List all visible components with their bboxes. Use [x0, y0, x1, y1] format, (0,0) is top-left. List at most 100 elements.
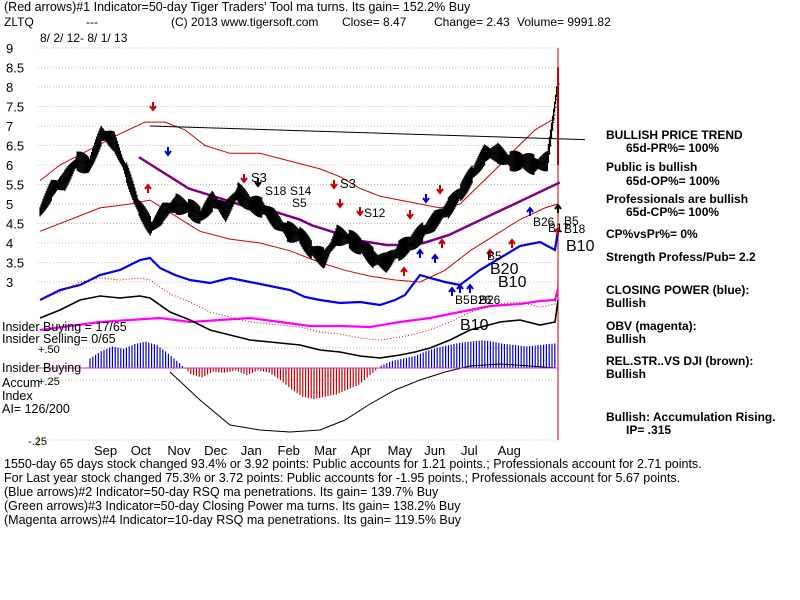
- red-up-arrow: [508, 238, 516, 248]
- red-up-arrow: [400, 266, 408, 276]
- obv-label: OBV (magenta):: [606, 319, 697, 333]
- blue-up-arrow: [456, 283, 464, 293]
- x-tick-label: May: [388, 443, 413, 458]
- signal-b17: B17: [548, 221, 570, 235]
- upper-band: [39, 117, 556, 209]
- rel-str-label: REL.STR..VS DJI (brown):: [606, 354, 754, 368]
- bullish-price-trend: BULLISH PRICE TREND: [606, 128, 743, 142]
- y-tick-label: 7: [6, 119, 13, 134]
- signal-b5: B5: [564, 214, 579, 228]
- blue-up-arrow: [448, 286, 456, 296]
- x-tick-label: Jan: [241, 443, 262, 458]
- blue-up-arrow: [416, 248, 424, 258]
- signal-b10b: B10: [498, 274, 527, 291]
- op-percent: 65d-OP%= 100%: [626, 174, 720, 188]
- black-up-arrow: [554, 203, 562, 213]
- y-tick-label: 7.5: [6, 100, 24, 115]
- ip-value: IP= .315: [626, 423, 672, 437]
- minus25-label: -.25: [28, 436, 47, 448]
- accumulation-index-bars: [89, 340, 557, 433]
- closing-power-label: CLOSING POWER (blue):: [606, 283, 750, 297]
- signal-s14: S14: [290, 184, 312, 198]
- x-tick-label: Aug: [498, 443, 521, 458]
- x-axis-ticks: Sep Oct Nov Dec Jan Feb Mar Apr May Jun Jul Aug: [94, 443, 521, 458]
- close-value: Close= 8.47: [342, 15, 407, 29]
- signal-b10: B10: [566, 238, 595, 255]
- y-tick-label: 8.5: [6, 61, 24, 76]
- signal-b26c: B26: [479, 293, 501, 307]
- y-tick-label: 8: [6, 80, 13, 95]
- signal-s3: S3: [251, 170, 267, 185]
- red-up-arrow: [486, 248, 494, 258]
- signal-b26: B26: [533, 215, 555, 229]
- signal-b5c: B5: [455, 293, 470, 307]
- signal-s12: S12: [364, 206, 386, 220]
- footer-line-1: 1550-day 65 days stock changed 93.4% or …: [4, 457, 702, 471]
- accum-rising-text: Bullish: Accumulation Rising.: [606, 410, 776, 424]
- x-tick-label: Jun: [424, 443, 445, 458]
- x-tick-label: Oct: [131, 443, 152, 458]
- x-tick-label: Jul: [461, 443, 478, 458]
- resistance-line: [149, 125, 586, 141]
- professionals-bullish: Professionals are bullish: [606, 192, 749, 206]
- plus25-label: +.25: [38, 376, 60, 388]
- price-bands: [39, 117, 586, 283]
- signal-arrows: [144, 102, 562, 296]
- signal-s18: S18: [265, 184, 287, 198]
- ticker-symbol: ZLTQ: [4, 15, 34, 29]
- insider-selling-label: Insider Selling= 0/65: [2, 332, 116, 346]
- y-tick-label: 6: [6, 158, 13, 173]
- plus50-label: +.50: [38, 344, 60, 356]
- y-tick-label: 4: [6, 236, 13, 251]
- cp-percent: 65d-CP%= 100%: [626, 205, 720, 219]
- y-tick-label: 5.5: [6, 178, 24, 193]
- accum-ma-line: [169, 363, 557, 433]
- price-bars: [39, 67, 560, 273]
- rel-str-status: Bullish: [606, 367, 647, 381]
- black-down-arrow: [254, 178, 262, 188]
- obv-status: Bullish: [606, 332, 647, 346]
- red-down-arrow: [356, 207, 364, 217]
- ai-label: AI= 126/200: [2, 402, 70, 416]
- closing-power-line: [39, 229, 560, 307]
- insider-buying-label-2: Insider Buying: [2, 361, 82, 375]
- y-axis-ticks: 9 8.5 8 7.5 7 6.5 6 5.5 5 4.5 4 3.5 3: [6, 41, 24, 290]
- x-tick-label: Apr: [351, 443, 372, 458]
- red-down-arrow: [436, 185, 444, 195]
- blue-down-arrow: [164, 147, 172, 157]
- y-tick-label: 6.5: [6, 139, 24, 154]
- index-label: Index: [2, 389, 33, 403]
- red-down-arrow: [330, 180, 338, 190]
- x-tick-label: Nov: [167, 443, 191, 458]
- blue-down-arrow: [422, 194, 430, 204]
- red-down-arrow: [406, 210, 414, 220]
- blue-up-arrow: [526, 206, 534, 216]
- footer-line-5: (Magenta arrows)#4 Indicator=10-day RSQ …: [4, 513, 461, 527]
- copyright-text: (C) 2013 www.tigersoft.com: [171, 15, 319, 29]
- cp-vs-pr: CP%vsPr%= 0%: [606, 227, 698, 241]
- y-tick-label: 9: [6, 41, 13, 56]
- chart-grid: [37, 47, 560, 446]
- volume-value: Volume= 9991.82: [517, 15, 611, 29]
- signal-s5: S5: [292, 196, 307, 210]
- blue-up-arrow: [466, 283, 474, 293]
- y-tick-label: 3: [6, 275, 13, 290]
- footer-line-4: (Green arrows)#3 Indicator=50-day Closin…: [4, 499, 461, 513]
- signal-b10c: B10: [460, 317, 489, 334]
- signal-b20: B20: [490, 261, 519, 278]
- strength-ratio: Strength Profess/Pub= 2.2: [606, 250, 756, 264]
- indicator-red-arrows-text: (Red arrows)#1 Indicator=50-day Tiger Tr…: [4, 0, 471, 14]
- pr-percent: 65d-PR%= 100%: [626, 141, 720, 155]
- red-up-arrow: [554, 226, 562, 236]
- y-tick-label: 5: [6, 197, 13, 212]
- change-value: Change= 2.43: [434, 15, 510, 29]
- y-tick-label: 3.5: [6, 256, 24, 271]
- accum-label: Accum: [2, 376, 41, 390]
- x-tick-label: Dec: [204, 443, 228, 458]
- red-down-arrow: [240, 174, 248, 184]
- signal-b5b: B5: [487, 249, 502, 263]
- signal-b26b: B26: [470, 293, 492, 307]
- signal-b18: B18: [564, 222, 586, 236]
- obv-line: [39, 289, 560, 332]
- x-tick-label: Feb: [278, 443, 300, 458]
